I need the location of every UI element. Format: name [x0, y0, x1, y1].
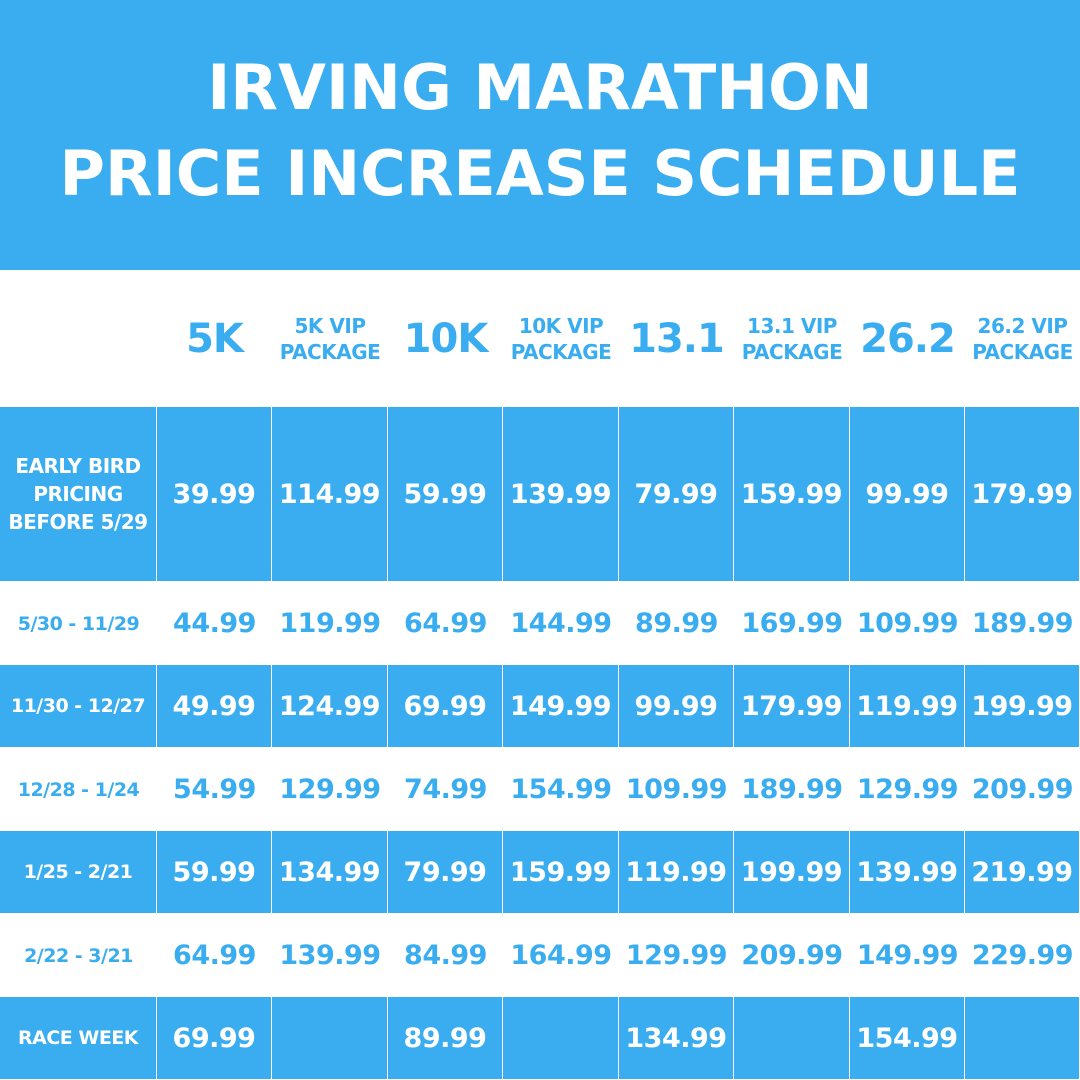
column-header-5k-vip: 5K VIP PACKAGE: [272, 270, 388, 407]
row-label: 1/25 - 2/21: [0, 831, 157, 914]
column-header-10k-vip: 10K VIP PACKAGE: [503, 270, 619, 407]
header-corner: [0, 270, 157, 407]
price-table: 5K 5K VIP PACKAGE 10K 10K VIP PACKAGE 13…: [0, 270, 1080, 1080]
price-cell: 199.99: [965, 665, 1080, 748]
price-cell: 179.99: [965, 407, 1080, 582]
column-header-13-1-vip: 13.1 VIP PACKAGE: [734, 270, 850, 407]
price-cell: 69.99: [157, 997, 272, 1080]
row-label: 11/30 - 12/27: [0, 665, 157, 748]
price-cell: 89.99: [388, 997, 503, 1080]
price-cell: 154.99: [503, 748, 619, 831]
price-cell: 44.99: [157, 582, 272, 665]
price-cell: 129.99: [619, 914, 734, 997]
price-cell: 119.99: [850, 665, 965, 748]
price-cell: 69.99: [388, 665, 503, 748]
price-cell-empty: [503, 997, 619, 1080]
price-cell: 79.99: [619, 407, 734, 582]
price-cell: 59.99: [388, 407, 503, 582]
price-cell-empty: [734, 997, 850, 1080]
column-header-26-2-vip: 26.2 VIP PACKAGE: [965, 270, 1080, 407]
price-cell: 139.99: [503, 407, 619, 582]
price-cell: 209.99: [965, 748, 1080, 831]
row-label: 5/30 - 11/29: [0, 582, 157, 665]
price-cell: 144.99: [503, 582, 619, 665]
column-header-13-1: 13.1: [619, 270, 734, 407]
title-line-1: IRVING MARATHON: [207, 51, 873, 124]
column-header-26-2: 26.2: [850, 270, 965, 407]
price-cell: 139.99: [850, 831, 965, 914]
price-cell-empty: [272, 997, 388, 1080]
price-cell: 119.99: [619, 831, 734, 914]
price-cell: 189.99: [734, 748, 850, 831]
price-cell: 39.99: [157, 407, 272, 582]
row-label: EARLY BIRD PRICING BEFORE 5/29: [0, 407, 157, 582]
column-header-10k: 10K: [388, 270, 503, 407]
price-cell: 134.99: [619, 997, 734, 1080]
price-cell-empty: [965, 997, 1080, 1080]
price-cell: 99.99: [850, 407, 965, 582]
price-cell: 154.99: [850, 997, 965, 1080]
price-cell: 199.99: [734, 831, 850, 914]
price-cell: 59.99: [157, 831, 272, 914]
price-cell: 129.99: [850, 748, 965, 831]
title-banner: IRVING MARATHON PRICE INCREASE SCHEDULE: [0, 0, 1080, 270]
price-cell: 179.99: [734, 665, 850, 748]
price-cell: 89.99: [619, 582, 734, 665]
price-cell: 124.99: [272, 665, 388, 748]
row-label: 2/22 - 3/21: [0, 914, 157, 997]
price-cell: 119.99: [272, 582, 388, 665]
price-cell: 139.99: [272, 914, 388, 997]
row-label: RACE WEEK: [0, 997, 157, 1080]
price-cell: 209.99: [734, 914, 850, 997]
price-cell: 64.99: [388, 582, 503, 665]
price-cell: 109.99: [850, 582, 965, 665]
price-cell: 229.99: [965, 914, 1080, 997]
price-cell: 149.99: [503, 665, 619, 748]
price-cell: 49.99: [157, 665, 272, 748]
price-cell: 189.99: [965, 582, 1080, 665]
row-label: 12/28 - 1/24: [0, 748, 157, 831]
price-cell: 159.99: [734, 407, 850, 582]
page-title: IRVING MARATHON PRICE INCREASE SCHEDULE: [60, 45, 1021, 217]
price-cell: 129.99: [272, 748, 388, 831]
price-cell: 84.99: [388, 914, 503, 997]
price-cell: 159.99: [503, 831, 619, 914]
price-cell: 114.99: [272, 407, 388, 582]
price-cell: 164.99: [503, 914, 619, 997]
title-line-2: PRICE INCREASE SCHEDULE: [59, 137, 1021, 210]
price-cell: 54.99: [157, 748, 272, 831]
price-cell: 99.99: [619, 665, 734, 748]
price-cell: 134.99: [272, 831, 388, 914]
price-cell: 64.99: [157, 914, 272, 997]
price-cell: 219.99: [965, 831, 1080, 914]
price-cell: 79.99: [388, 831, 503, 914]
price-cell: 74.99: [388, 748, 503, 831]
price-cell: 109.99: [619, 748, 734, 831]
price-cell: 169.99: [734, 582, 850, 665]
column-header-5k: 5K: [157, 270, 272, 407]
price-cell: 149.99: [850, 914, 965, 997]
